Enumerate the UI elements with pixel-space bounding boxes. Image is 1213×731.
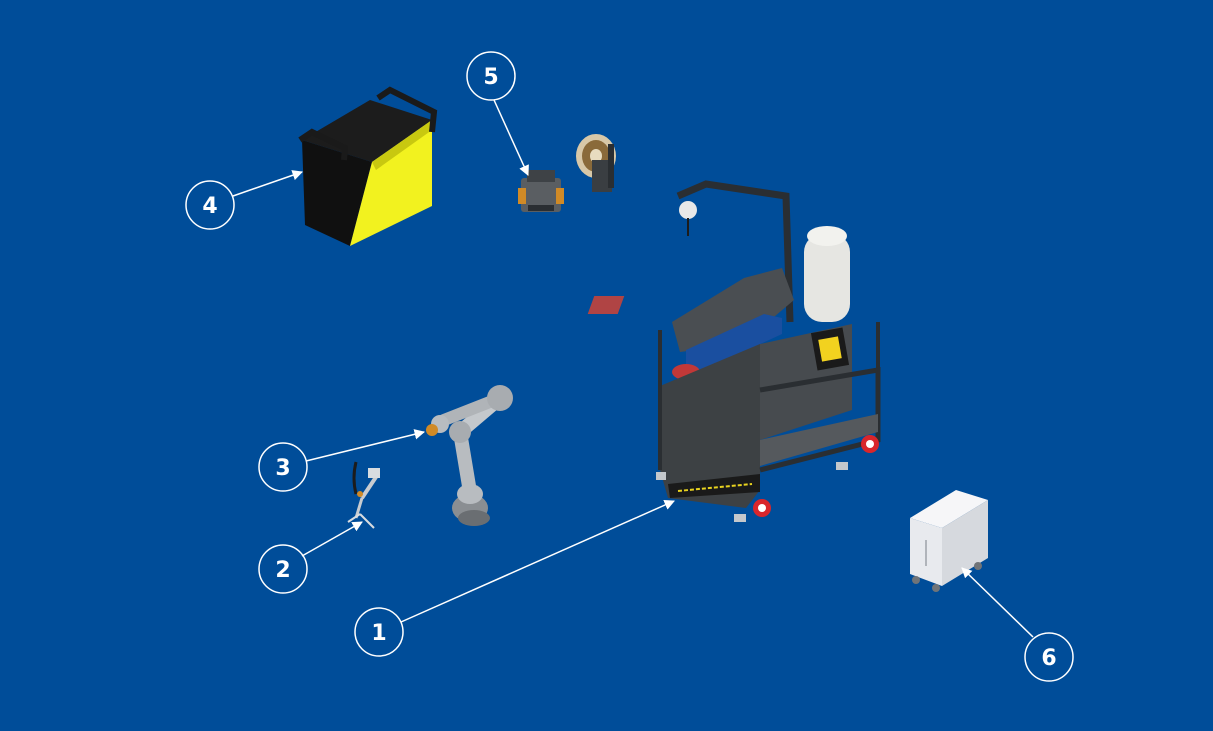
callout-number: 2 xyxy=(275,558,290,583)
callout-6: 6 xyxy=(1024,632,1074,682)
callout-number: 6 xyxy=(1041,646,1056,671)
leader-lines xyxy=(232,99,1034,638)
callout-number: 5 xyxy=(483,65,498,90)
leader-line-2 xyxy=(301,521,363,557)
wire-spool xyxy=(576,134,616,192)
leader-line-1 xyxy=(400,500,675,623)
callout-number: 1 xyxy=(371,621,386,646)
leader-line-5 xyxy=(493,99,529,176)
cooling-unit xyxy=(910,490,988,592)
callout-number: 3 xyxy=(275,456,290,481)
callout-4: 4 xyxy=(185,180,235,230)
callout-2: 2 xyxy=(258,544,308,594)
callout-3: 3 xyxy=(258,442,308,492)
power-source xyxy=(298,86,438,246)
leader-line-6 xyxy=(961,567,1034,638)
wire-feeder xyxy=(518,170,564,212)
welding-torch xyxy=(347,461,380,529)
leader-line-3 xyxy=(305,429,426,462)
welding-cart xyxy=(587,180,881,522)
callout-5: 5 xyxy=(466,51,516,101)
callout-number: 4 xyxy=(202,194,217,219)
callout-1: 1 xyxy=(354,607,404,657)
leader-line-4 xyxy=(232,170,303,197)
robot-arm xyxy=(426,385,513,526)
